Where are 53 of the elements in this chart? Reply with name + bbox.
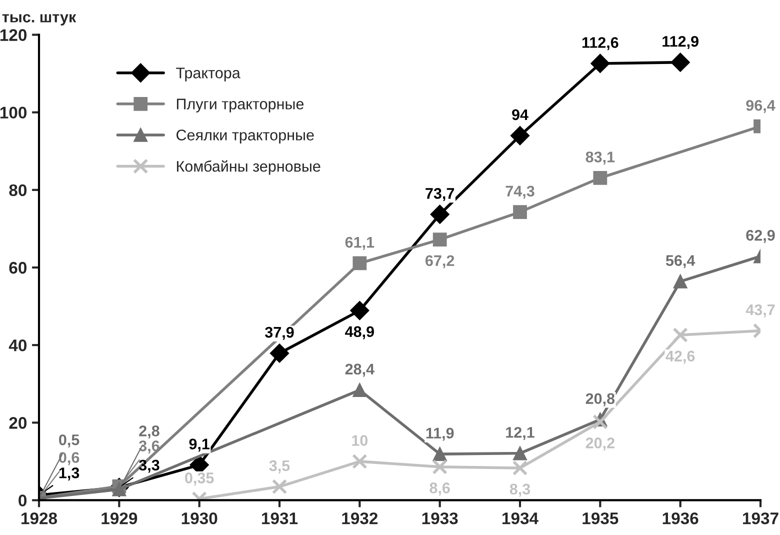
data-label: 83,1 (586, 152, 615, 165)
data-label: 43,7 (746, 304, 775, 318)
y-tick-label: 40 (8, 339, 27, 352)
data-label: 10 (352, 435, 368, 446)
data-label: 2,8 (139, 426, 160, 439)
x-tick-label: 1933 (422, 512, 458, 524)
data-label: 8,6 (430, 482, 450, 496)
x-tick-label: 1937 (743, 512, 778, 524)
y-tick-label: 120 (0, 29, 27, 41)
data-label: 94 (512, 109, 528, 120)
y-tick-label: 20 (9, 417, 27, 429)
data-label: 8,3 (510, 484, 530, 497)
y-tick-label: 80 (9, 184, 27, 196)
data-label: 37,9 (264, 326, 294, 340)
legend-label: Комбайны зерновые (176, 160, 320, 175)
x-tick-label: 1929 (102, 512, 138, 524)
legend-label: Трактора (176, 68, 240, 82)
data-label: 20,8 (586, 393, 615, 406)
legend-label: Плуги тракторные (176, 98, 304, 112)
data-label: 9,1 (189, 438, 210, 452)
x-tick-label: 1934 (502, 512, 538, 524)
y-tick-label: 0 (18, 494, 27, 506)
y-tick-label: 100 (0, 106, 27, 119)
legend-label: Сеялки тракторные (176, 130, 314, 144)
data-label: 11,9 (426, 428, 454, 441)
data-label: 0,5 (59, 434, 80, 448)
data-label: 0,6 (59, 452, 80, 466)
data-label: 1,3 (59, 467, 80, 480)
data-label: 3,3 (138, 460, 160, 473)
data-label: 96,4 (746, 100, 776, 114)
y-axis-title: тыс. штук (2, 14, 76, 26)
data-label: 0,35 (185, 472, 214, 486)
data-label: 56,4 (666, 255, 696, 268)
data-label: 112,6 (582, 37, 618, 50)
x-tick-label: 1932 (342, 512, 378, 524)
x-tick-label: 1931 (262, 512, 298, 524)
data-label: 42,6 (666, 350, 695, 364)
x-tick-label: 1936 (662, 512, 698, 524)
data-label: 12,1 (506, 426, 534, 440)
x-tick-label: 1928 (22, 512, 58, 524)
data-label: 3,5 (269, 460, 290, 474)
data-label: 62,9 (746, 230, 775, 243)
data-label: 67,2 (426, 255, 454, 268)
data-label: 73,7 (426, 188, 454, 202)
data-label: 112,9 (662, 36, 698, 50)
data-label: 20,2 (586, 438, 614, 451)
x-tick-label: 1935 (582, 512, 618, 524)
data-label: 74,3 (506, 186, 534, 199)
data-label: 48,9 (345, 326, 374, 340)
x-tick-label: 1930 (182, 512, 218, 524)
data-label: 28,4 (345, 364, 374, 377)
y-tick-label: 60 (9, 262, 27, 274)
data-label: 61,1 (345, 236, 374, 250)
